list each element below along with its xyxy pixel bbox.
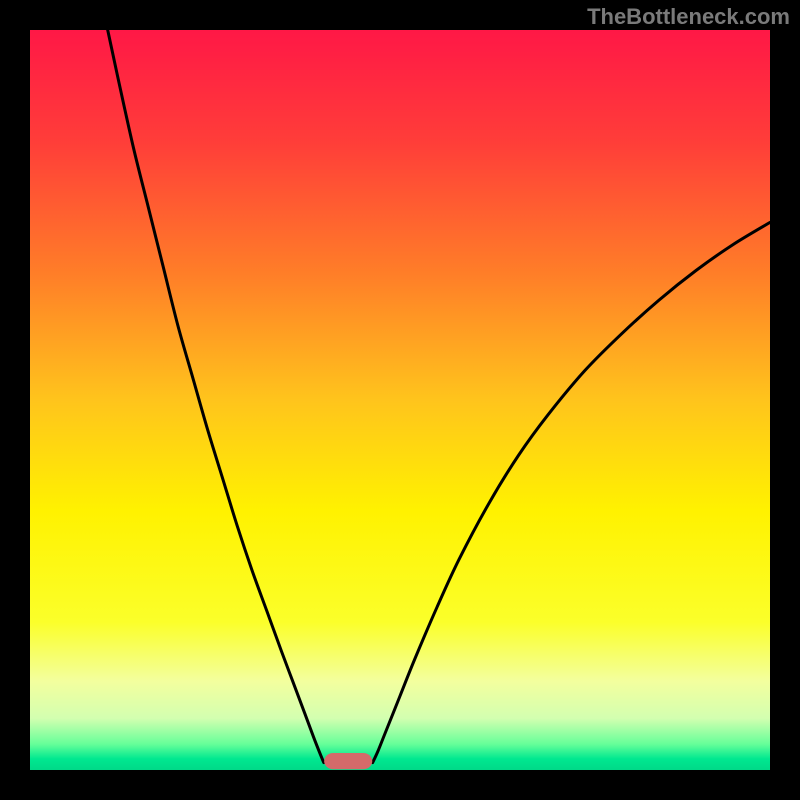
- chart-plot-area: [30, 30, 770, 770]
- bottleneck-chart: [0, 0, 800, 800]
- watermark-text: TheBottleneck.com: [587, 4, 790, 30]
- bottleneck-marker: [324, 753, 372, 769]
